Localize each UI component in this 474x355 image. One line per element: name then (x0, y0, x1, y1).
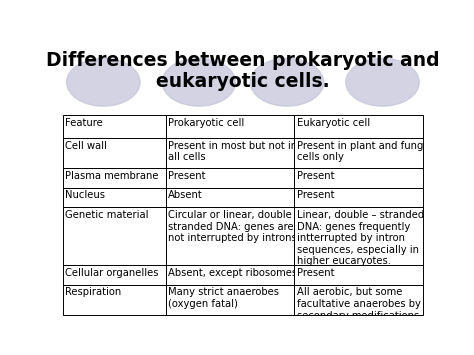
Bar (165, 168, 294, 188)
Bar (165, 115, 294, 138)
Bar (63, 188, 165, 207)
Bar (294, 115, 423, 138)
Bar (63, 138, 165, 168)
Text: Present: Present (297, 171, 334, 181)
Bar (165, 265, 294, 285)
Text: Absent: Absent (168, 190, 203, 201)
Ellipse shape (346, 58, 419, 106)
Bar (294, 285, 423, 315)
Bar (165, 207, 294, 265)
Bar (63, 115, 165, 138)
Ellipse shape (250, 58, 324, 106)
Text: Present in plant and fungal
cells only: Present in plant and fungal cells only (297, 141, 432, 163)
Text: Linear, double – stranded
DNA: genes frequently
intterrupted by intron
sequences: Linear, double – stranded DNA: genes fre… (297, 210, 424, 267)
Bar (63, 285, 165, 315)
Text: Circular or linear, double –
stranded DNA: genes are
not interrupted by introns: Circular or linear, double – stranded DN… (168, 210, 300, 243)
Text: Nucleus: Nucleus (65, 190, 106, 201)
Text: Absent, except ribosomes: Absent, except ribosomes (168, 268, 297, 278)
Text: Respiration: Respiration (65, 287, 122, 297)
Text: Prokaryotic cell: Prokaryotic cell (168, 118, 244, 128)
Text: Feature: Feature (65, 118, 103, 128)
Text: Cell wall: Cell wall (65, 141, 108, 151)
Bar (165, 285, 294, 315)
Text: Many strict anaerobes
(oxygen fatal): Many strict anaerobes (oxygen fatal) (168, 287, 279, 309)
Text: All aerobic, but some
facultative anaerobes by
secondary modifications: All aerobic, but some facultative anaero… (297, 287, 420, 321)
Bar (294, 265, 423, 285)
Text: Present in most but not in
all cells: Present in most but not in all cells (168, 141, 297, 163)
Ellipse shape (66, 58, 140, 106)
Bar (165, 188, 294, 207)
Bar (63, 168, 165, 188)
Bar (294, 168, 423, 188)
Text: Eukaryotic cell: Eukaryotic cell (297, 118, 370, 128)
Text: Differences between prokaryotic and
eukaryotic cells.: Differences between prokaryotic and euka… (46, 51, 440, 91)
Text: Present: Present (297, 268, 334, 278)
Text: Genetic material: Genetic material (65, 210, 149, 220)
Bar (294, 207, 423, 265)
Text: Cellular organelles: Cellular organelles (65, 268, 159, 278)
Bar (294, 138, 423, 168)
Ellipse shape (162, 58, 236, 106)
Bar (294, 188, 423, 207)
Text: Present: Present (168, 171, 206, 181)
Bar (165, 138, 294, 168)
Bar (63, 207, 165, 265)
Text: Plasma membrane: Plasma membrane (65, 171, 159, 181)
Text: Present: Present (297, 190, 334, 201)
Bar (63, 265, 165, 285)
